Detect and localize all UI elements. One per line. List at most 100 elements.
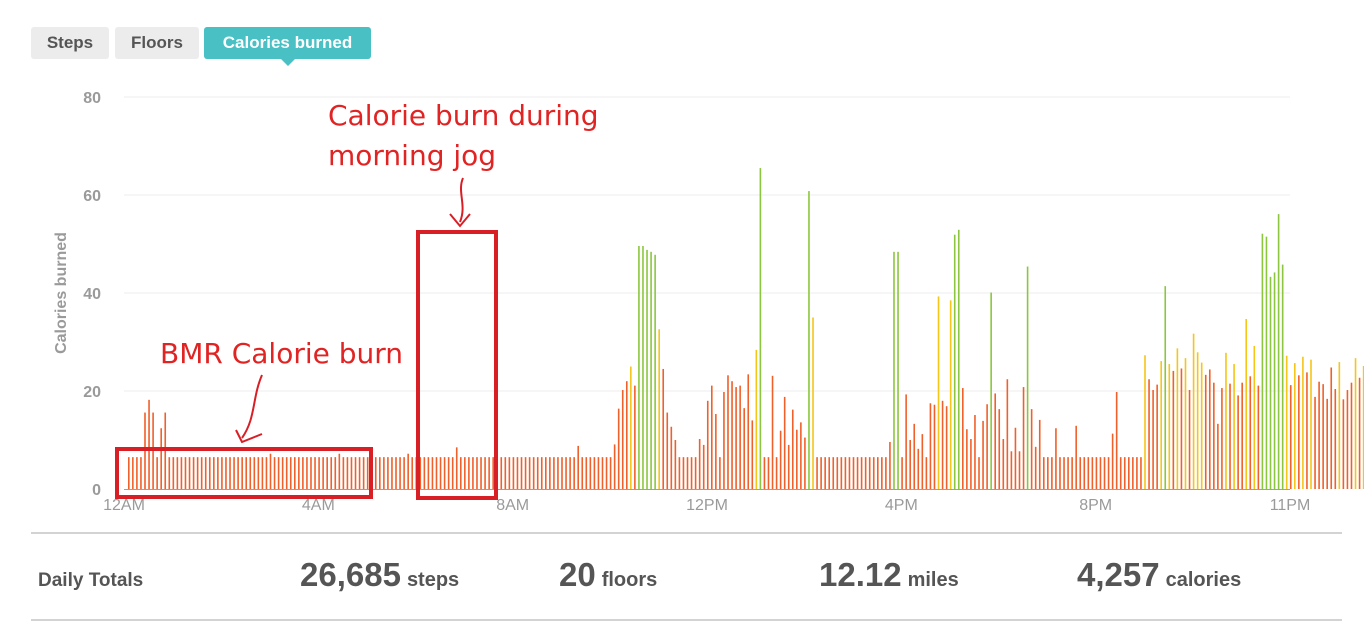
calorie-bar: [156, 457, 158, 489]
calorie-bar: [1160, 361, 1162, 489]
calorie-bar: [455, 447, 458, 489]
calorie-bar: [1354, 358, 1357, 489]
calorie-bar: [994, 393, 997, 489]
calorie-bar: [686, 457, 689, 489]
calorie-bar: [913, 423, 916, 489]
calorie-bar: [334, 457, 337, 489]
calorie-bar: [1229, 383, 1231, 489]
calorie-bar: [982, 420, 984, 489]
calorie-bar: [893, 251, 895, 489]
calorie-bar: [366, 457, 369, 489]
calorie-bar: [638, 245, 640, 489]
calorie-bar: [419, 457, 422, 489]
calorie-bar: [812, 317, 814, 489]
calorie-bar: [395, 457, 397, 489]
totals-top-divider: [31, 532, 1342, 534]
total-floors-value: 20: [559, 556, 596, 593]
calorie-bar: [1083, 457, 1086, 489]
calorie-bar: [727, 375, 729, 489]
calorie-bar: [775, 457, 778, 489]
calorie-bar: [1034, 446, 1037, 489]
total-steps-unit: steps: [406, 569, 460, 591]
calorie-bar: [1350, 382, 1353, 489]
total-floors: 20 floors: [559, 556, 657, 594]
calorie-bar: [1136, 457, 1138, 489]
calorie-bar: [273, 457, 276, 489]
x-tick-label: 12AM: [103, 497, 145, 514]
calorie-bar: [779, 430, 782, 489]
calorie-bar: [1002, 439, 1005, 489]
calorie-bar: [978, 457, 980, 489]
calorie-bar: [872, 457, 875, 489]
calorie-bar: [1038, 419, 1041, 489]
tab-calories-burned[interactable]: Calories burned: [204, 27, 371, 59]
calorie-bar: [885, 457, 887, 489]
calorie-bar: [1253, 345, 1256, 489]
x-tick-label: 8PM: [1079, 497, 1112, 514]
calorie-bar: [747, 374, 750, 489]
calorie-bar: [1180, 368, 1183, 489]
calorie-bar: [168, 457, 171, 489]
calorie-bar: [593, 457, 596, 489]
calorie-bar: [1245, 318, 1248, 489]
calorie-bar: [443, 457, 446, 489]
calorie-bar: [1302, 356, 1304, 489]
calorie-bar: [338, 453, 341, 489]
calorie-bar: [658, 329, 660, 489]
calorie-bar: [881, 457, 883, 489]
calorie-bar: [613, 444, 616, 489]
calorie-bar: [646, 249, 648, 489]
calorie-bar: [213, 457, 215, 489]
calorie-bar: [447, 457, 450, 489]
calorie-bar: [249, 457, 252, 489]
calorie-bar: [1119, 457, 1122, 489]
calorie-bar: [293, 457, 296, 489]
calorie-bar: [285, 457, 288, 489]
calorie-bar: [261, 457, 264, 489]
calorie-bar: [1107, 457, 1110, 489]
calorie-bar: [1233, 364, 1235, 489]
calorie-bar: [670, 426, 673, 489]
calorie-bar: [306, 457, 308, 489]
total-calories-value: 4,257: [1077, 556, 1160, 593]
calorie-bar: [1200, 362, 1203, 489]
calorie-bar: [974, 415, 976, 489]
calorie-bar: [905, 394, 907, 489]
calorie-bar: [1330, 367, 1333, 489]
calorie-bar: [755, 349, 758, 489]
calorie-bar: [358, 457, 361, 489]
calorie-bar: [1156, 384, 1158, 489]
calorie-bar: [674, 440, 677, 489]
calorie-bar: [844, 457, 847, 489]
y-tick-label: 80: [83, 90, 101, 107]
calorie-bar: [966, 429, 968, 489]
calorie-bar: [1087, 457, 1090, 489]
calorie-bar: [796, 429, 798, 489]
calorie-bar: [1067, 457, 1069, 489]
calorie-bar: [504, 457, 507, 489]
calorie-bar: [536, 457, 539, 489]
calorie-bar: [549, 457, 551, 489]
calorie-bar: [933, 404, 936, 489]
calorie-bar: [468, 457, 470, 489]
tab-steps[interactable]: Steps: [31, 27, 109, 59]
calorie-bar: [962, 388, 964, 489]
calorie-bar: [1172, 370, 1175, 489]
calorie-bar: [237, 457, 239, 489]
tab-floors[interactable]: Floors: [115, 27, 199, 59]
calorie-bar: [233, 457, 235, 489]
calorie-bar: [739, 385, 741, 489]
calorie-bar: [399, 457, 401, 489]
calorie-bar: [476, 457, 478, 489]
calorie-bar: [1310, 359, 1312, 489]
calorie-bar: [520, 457, 523, 489]
calorie-bar: [682, 457, 685, 489]
calorie-bar: [160, 428, 162, 489]
calorie-bar: [808, 191, 810, 489]
calorie-bar: [1164, 286, 1167, 489]
calorie-bar: [225, 457, 227, 489]
calorie-bar: [937, 296, 940, 489]
calorie-bar: [864, 457, 867, 489]
calorie-bar: [735, 387, 737, 489]
calorie-bar: [609, 457, 612, 489]
